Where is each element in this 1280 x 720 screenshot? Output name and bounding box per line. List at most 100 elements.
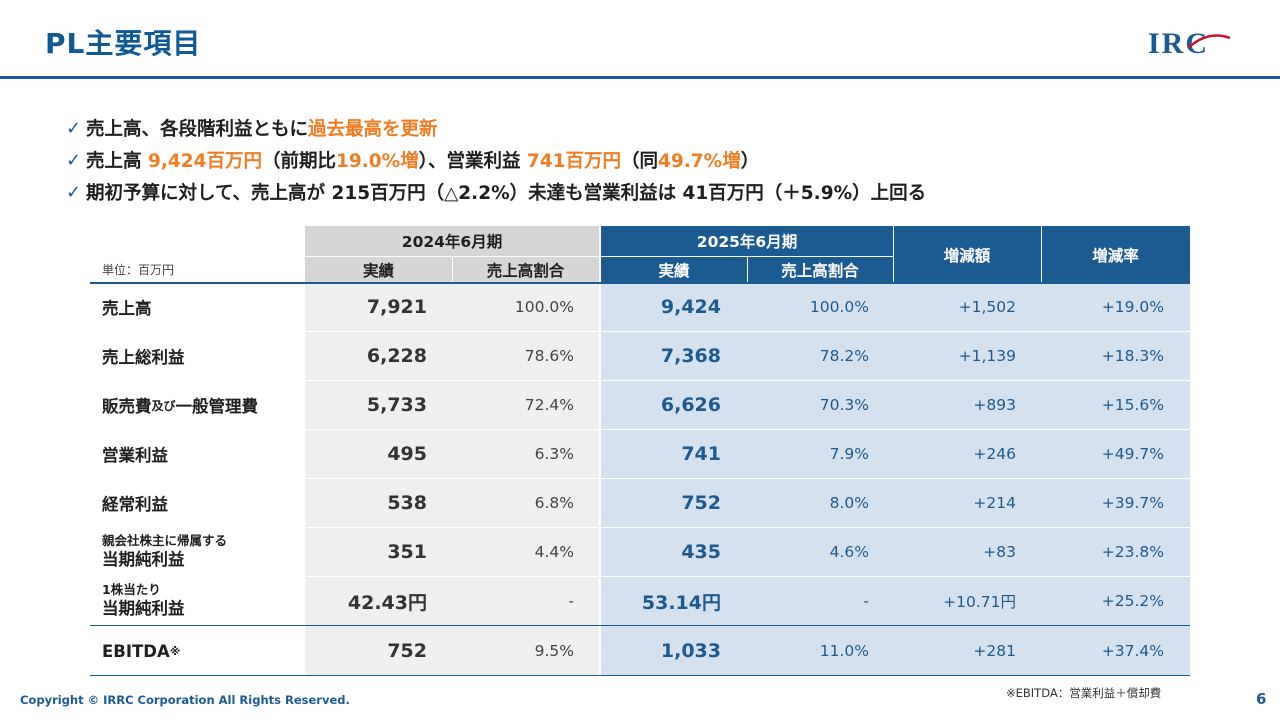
bullet-2-highlight: 741百万円 [526,151,622,172]
bullet-2-highlight: 9,424百万円 [147,151,262,172]
header-divider [452,256,453,283]
header-change: 増減額 [893,226,1041,283]
prev-actual: 7,921 [366,296,427,318]
checkmark-icon: ✓ [66,117,82,139]
summary-bullets: ✓ 売上高、各段階利益ともに 過去最高を更新 ✓ 売上高 9,424百万円 （前期比… [66,112,926,208]
checkmark-icon: ✓ [66,181,82,203]
row-label-line2: 当期純利益 [102,599,185,618]
change: +214 [973,494,1016,512]
curr-actual: 53.14円 [641,591,721,614]
bullet-2-text: ） [740,151,760,172]
curr-ratio: 70.3% [819,396,869,414]
curr-ratio: 7.9% [829,445,869,463]
curr-actual: 9,424 [660,296,721,318]
prev-ratio: 78.6% [524,347,574,365]
curr-ratio: 78.2% [819,347,869,365]
change-rate: +23.8% [1101,543,1164,561]
curr-actual: 6,626 [660,394,721,416]
bullet-3-text: 期初予算に対して、売上高が 215百万円（△2.2%）未達も営業利益は 41百万… [86,183,927,204]
bullet-2-highlight: 19.0%増 [336,151,419,172]
row-label-line1: 親会社株主に帰属する [102,533,228,548]
row-separator [90,331,1190,332]
prev-actual: 6,228 [366,345,427,367]
header-ratio-prev: 売上高割合 [452,256,599,283]
row-label: EBITDA ※ [102,627,302,675]
table-bottom-rule [90,675,1190,676]
row-separator [90,380,1190,381]
header-period-prev: 2024年6月期 [305,226,599,256]
row-label: 販売費 及び 一般管理費 [102,381,302,429]
bullet-2: ✓ 売上高 9,424百万円 （前期比 19.0%増 ）、営業利益 741百万円 （同 4… [66,144,926,176]
change: +83 [983,543,1016,561]
ebitda-separator-rule [90,625,1190,626]
prev-ratio: 72.4% [524,396,574,414]
row-separator [90,478,1190,479]
change: +246 [973,445,1016,463]
row-label-line2: 当期純利益 [102,550,185,569]
row-label-main: 販売費 [102,397,152,416]
prev-ratio: - [568,592,574,610]
row-label: 親会社株主に帰属する 当期純利益 [102,528,302,576]
row-separator [90,429,1190,430]
curr-ratio: 4.6% [829,543,869,561]
row-label-main: EBITDA [102,641,170,661]
row-label: 1株当たり 当期純利益 [102,577,302,625]
header-ratio-curr: 売上高割合 [747,256,893,283]
prev-actual: 5,733 [366,394,427,416]
curr-ratio: 100.0% [809,298,869,316]
table-top-rule [90,282,1190,284]
header-rule [0,76,1280,79]
page-number: 6 [1256,690,1267,708]
prev-ratio: 100.0% [514,298,574,316]
header-actual-prev: 実績 [305,256,452,283]
irc-logo: IRC [1148,27,1231,58]
change-rate: +25.2% [1101,592,1164,610]
row-label-mark: ※ [169,644,181,658]
bullet-2-text: ）、営業利益 [418,151,527,172]
curr-ratio: 11.0% [819,642,869,660]
bullet-2-text: （同 [621,151,659,172]
row-separator [90,527,1190,528]
unit-label: 単位：百万円 [102,263,175,277]
header-divider [599,226,601,283]
change-rate: +37.4% [1101,642,1164,660]
change: +893 [973,396,1016,414]
prev-ratio: 6.8% [534,494,574,512]
change-rate: +39.7% [1101,494,1164,512]
curr-ratio: - [863,592,869,610]
bullet-1-text: 売上高、各段階利益ともに [86,119,309,140]
logo-text: IRC [1148,27,1209,58]
row-label: 経常利益 [102,495,168,514]
curr-actual: 741 [681,443,721,465]
bullet-2-text: （前期比 [261,151,336,172]
curr-ratio: 8.0% [829,494,869,512]
row-separator [90,576,1190,577]
prev-ratio: 9.5% [534,642,574,660]
bullet-2-text: 売上高 [86,151,148,172]
bullet-2-highlight: 49.7%増 [658,151,741,172]
prev-ratio: 4.4% [534,543,574,561]
header-divider [893,226,894,283]
header-actual-curr: 実績 [601,256,747,283]
change-rate: +49.7% [1101,445,1164,463]
change-rate: +19.0% [1101,298,1164,316]
row-label: 営業利益 [102,446,168,465]
curr-actual: 752 [681,492,721,514]
row-label: 売上高 [102,299,152,318]
page-title: PL主要項目 [45,27,202,60]
header-divider [747,256,748,283]
bullet-1: ✓ 売上高、各段階利益ともに 過去最高を更新 [66,112,926,144]
change: +281 [973,642,1016,660]
row-label-small: 及び [151,398,176,413]
prev-actual: 42.43円 [347,591,427,614]
change-rate: +15.6% [1101,396,1164,414]
row-label-main: 一般管理費 [175,397,259,416]
curr-actual: 7,368 [660,345,721,367]
header-period-curr: 2025年6月期 [601,226,893,256]
checkmark-icon: ✓ [66,149,82,171]
bullet-3: ✓ 期初予算に対して、売上高が 215百万円（△2.2%）未達も営業利益は 41… [66,176,926,208]
change: +1,502 [958,298,1016,316]
prev-actual: 495 [387,443,427,465]
change-rate: +18.3% [1101,347,1164,365]
prev-actual: 351 [387,541,427,563]
